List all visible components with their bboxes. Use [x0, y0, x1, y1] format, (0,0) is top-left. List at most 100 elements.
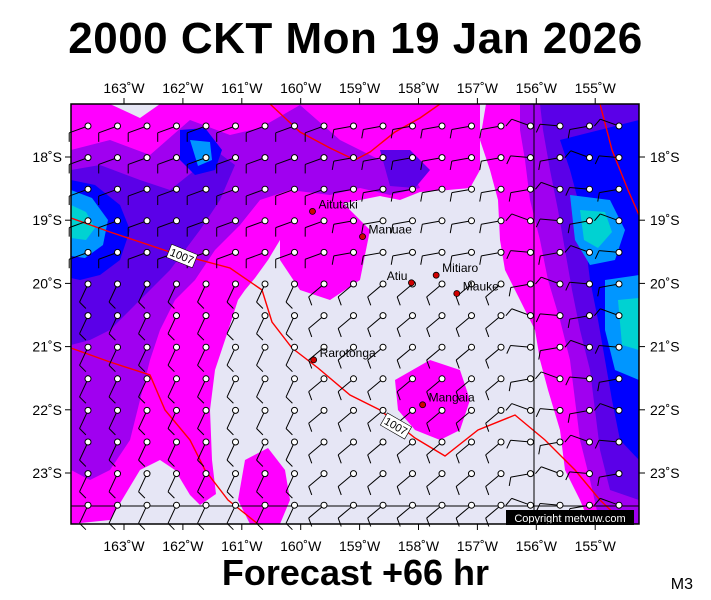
lon-label-top: 160˚W [280, 80, 322, 96]
lon-label-bottom: 158˚W [398, 538, 440, 554]
wind-barb [426, 470, 446, 496]
wind-barb [304, 122, 328, 142]
wind-barb [256, 343, 269, 373]
wind-barb [79, 470, 92, 499]
wind-barb [337, 470, 357, 496]
copyright-box: Copyright metvuw.com [506, 510, 634, 525]
wind-barb [157, 217, 180, 237]
wind-barb [367, 438, 387, 464]
wind-barb [138, 312, 151, 341]
lat-label-right: 22˚S [650, 402, 680, 418]
wind-barb [331, 217, 357, 234]
wind-barb [485, 438, 505, 464]
wind-barb [98, 248, 121, 269]
wind-barb [594, 213, 623, 225]
wind-barb [594, 248, 623, 260]
wind-barb [167, 406, 180, 436]
wind-barb [479, 154, 505, 171]
lon-label-top: 156˚W [516, 80, 558, 96]
wind-barb [538, 438, 564, 455]
wind-barb [449, 248, 475, 265]
wind-barb [485, 406, 505, 432]
wind-barb [367, 501, 387, 527]
wind-barb [565, 375, 593, 386]
wind-barb [449, 217, 475, 234]
wind-barb [390, 122, 416, 139]
wind-barb [79, 343, 92, 373]
wind-barb [245, 154, 269, 174]
wind-barb [337, 501, 357, 527]
lat-label-right: 19˚S [650, 212, 680, 228]
wind-barb [256, 406, 269, 436]
wind-barb [197, 312, 210, 341]
wind-barb [455, 343, 475, 369]
wind-barb [216, 185, 239, 206]
wind-barb [567, 122, 593, 139]
wind-barb [275, 248, 298, 269]
wind-barb [285, 312, 298, 341]
wind-barb [565, 185, 593, 196]
wind-barb [367, 280, 387, 306]
wind-barb [538, 343, 564, 360]
wind-barb [367, 375, 387, 401]
wind-barb [285, 470, 298, 499]
wind-barb [361, 217, 387, 234]
place-label: Atiu [387, 269, 408, 283]
wind-barb [594, 308, 623, 320]
wind-barb [256, 470, 269, 499]
wind-barb [68, 122, 92, 142]
lon-label-bottom: 163˚W [103, 538, 145, 554]
lon-label-top: 161˚W [221, 80, 263, 96]
wind-barb [485, 501, 505, 527]
lon-label-top: 155˚W [575, 80, 617, 96]
place-label: Manuae [369, 223, 413, 237]
map-code: M3 [670, 576, 693, 593]
wind-barb [98, 122, 121, 142]
island-marker [310, 356, 318, 364]
wind-barb [197, 470, 210, 499]
wind-barb [138, 280, 151, 309]
wind-barb [449, 154, 475, 171]
wind-barb [426, 375, 446, 401]
wind-barb [285, 280, 298, 309]
wind-barb [426, 501, 446, 527]
wind-barb [390, 154, 416, 171]
wind-barb [331, 248, 357, 265]
wind-barb [186, 122, 210, 142]
wind-barb [485, 343, 505, 369]
wind-barb [367, 470, 387, 496]
lat-label-left: 21˚S [32, 339, 62, 355]
wind-barb [535, 276, 564, 288]
wind-barb [485, 312, 505, 338]
lat-label-left: 19˚S [32, 212, 62, 228]
wind-barb [426, 343, 446, 369]
wind-barb [308, 280, 328, 306]
wind-barb [594, 497, 623, 509]
wind-barb [361, 248, 387, 265]
wind-barb [505, 403, 534, 414]
wind-barb [285, 343, 298, 373]
wind-barb [245, 217, 269, 237]
wind-barb [367, 343, 387, 369]
wind-barb [197, 280, 210, 309]
wind-barb [167, 312, 180, 341]
island-marker [309, 207, 316, 215]
wind-barb [285, 375, 298, 404]
isobar-southwest [71, 347, 259, 524]
place-label: Mangaia [429, 391, 475, 405]
wind-barb [68, 185, 92, 206]
place-label: Mauke [463, 280, 499, 294]
wind-barb [361, 122, 387, 139]
wind-barb [597, 375, 623, 392]
wind-barb [108, 343, 121, 373]
wind-barb [68, 217, 92, 237]
wind-barb [479, 185, 505, 202]
wind-barb [594, 154, 623, 165]
wind-barb [256, 375, 269, 404]
wind-barb [426, 280, 446, 306]
wind-barb [485, 375, 505, 401]
wind-barb [226, 375, 239, 404]
wind-barb [479, 248, 505, 265]
place-label: Aitutaki [318, 197, 357, 211]
lat-label-left: 18˚S [32, 149, 62, 165]
